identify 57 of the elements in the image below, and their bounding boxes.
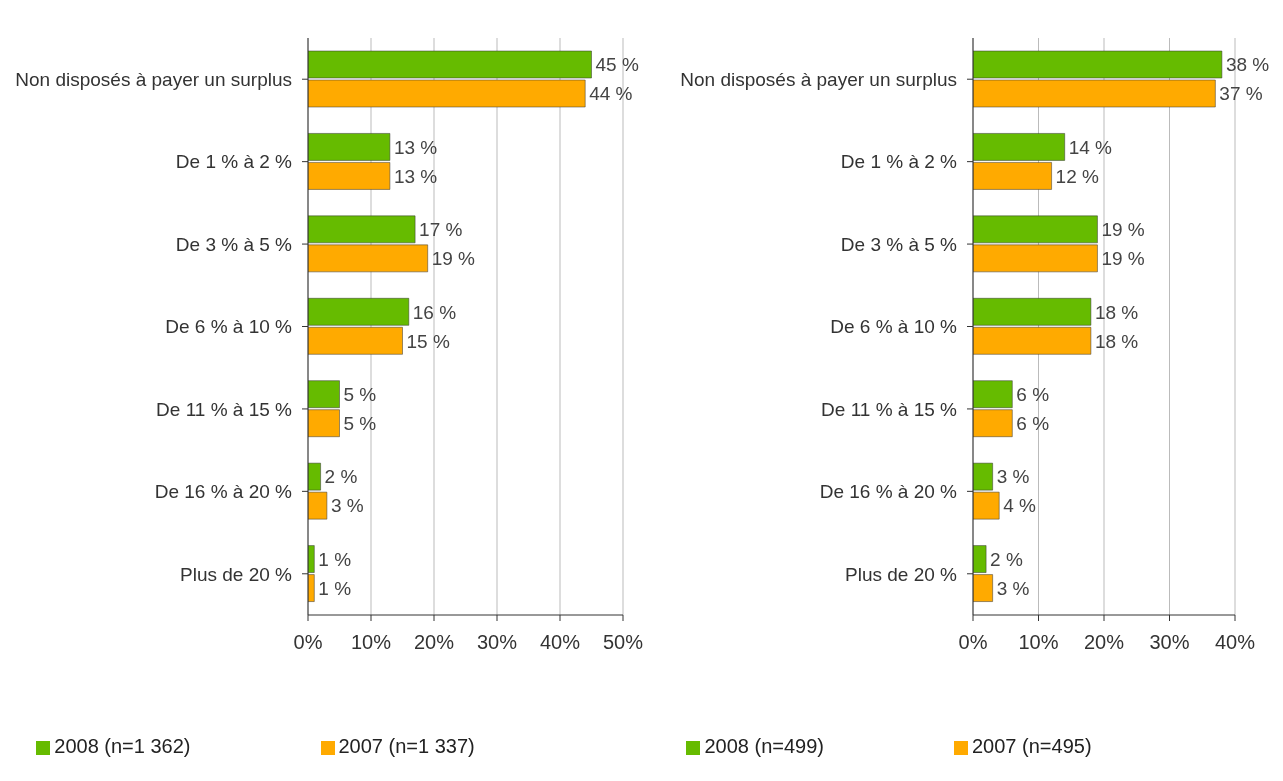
x-tick-label: 40% <box>1214 631 1256 654</box>
y-tick-label: De 6 % à 10 % <box>165 316 293 338</box>
data-label: 37 % <box>1219 83 1263 105</box>
y-tick-label: Non disposés à payer un surplus <box>680 68 957 90</box>
data-label: 1 % <box>318 548 352 570</box>
data-label: 2 % <box>990 548 1023 570</box>
x-tick-label: 20% <box>413 631 455 654</box>
x-tick-label: 40% <box>539 631 581 654</box>
data-label: 1 % <box>318 577 352 599</box>
x-tick-label: 10% <box>1018 631 1059 654</box>
data-label: 12 % <box>1055 165 1100 187</box>
data-label: 3 % <box>996 577 1030 599</box>
data-label: 13 % <box>393 165 438 187</box>
data-label: 6 % <box>1016 383 1050 405</box>
data-label: 15 % <box>406 330 450 352</box>
y-tick-label: De 11 % à 15 % <box>156 398 293 420</box>
data-label: 13 % <box>393 136 438 158</box>
data-label: 17 % <box>419 219 463 241</box>
legend-label: 2007 (n=495) <box>972 735 1092 757</box>
data-label: 19 % <box>1101 219 1145 241</box>
y-tick-label: Plus de 20 % <box>180 563 293 585</box>
data-label: 5 % <box>343 412 377 434</box>
data-label: 2 % <box>324 466 358 488</box>
legend-label: 2008 (n=499) <box>704 735 824 757</box>
y-tick-label: Non disposés à payer un surplus <box>15 68 292 90</box>
x-tick-label: 10% <box>350 631 392 654</box>
y-tick-label: De 3 % à 5 % <box>175 233 293 255</box>
data-label: 3 % <box>996 466 1030 488</box>
x-tick-label: 20% <box>1083 631 1125 654</box>
y-tick-label: De 6 % à 10 % <box>830 316 958 338</box>
data-label: 4 % <box>1003 495 1037 517</box>
data-label: 14 % <box>1068 136 1113 158</box>
data-label: 38 % <box>1225 54 1270 76</box>
y-tick-label: De 16 % à 20 % <box>819 481 958 503</box>
x-tick-label: 0% <box>293 631 323 654</box>
data-label: 18 % <box>1094 301 1139 323</box>
x-tick-label: 0% <box>958 631 988 654</box>
y-tick-label: De 1 % à 2 % <box>840 151 958 173</box>
y-tick-label: De 3 % à 5 % <box>840 233 958 255</box>
y-tick-label: De 1 % à 2 % <box>175 151 293 173</box>
data-label: 45 % <box>595 54 639 76</box>
y-tick-label: Plus de 20 % <box>845 563 958 585</box>
data-label: 19 % <box>431 248 476 270</box>
x-tick-label: 30% <box>1149 631 1190 654</box>
data-label: 16 % <box>412 301 457 323</box>
legend-label: 2008 (n=1 362) <box>54 735 191 757</box>
y-tick-label: De 16 % à 20 % <box>154 481 293 503</box>
data-label: 6 % <box>1016 412 1050 434</box>
data-label: 19 % <box>1101 248 1145 270</box>
x-tick-label: 30% <box>476 631 518 654</box>
legend-label: 2007 (n=1 337) <box>338 735 475 757</box>
data-label: 5 % <box>343 383 377 405</box>
data-label: 44 % <box>589 83 633 105</box>
y-tick-label: De 11 % à 15 % <box>821 398 958 420</box>
data-label: 3 % <box>330 495 364 517</box>
data-label: 18 % <box>1094 330 1139 352</box>
x-tick-label: 50% <box>602 631 644 654</box>
